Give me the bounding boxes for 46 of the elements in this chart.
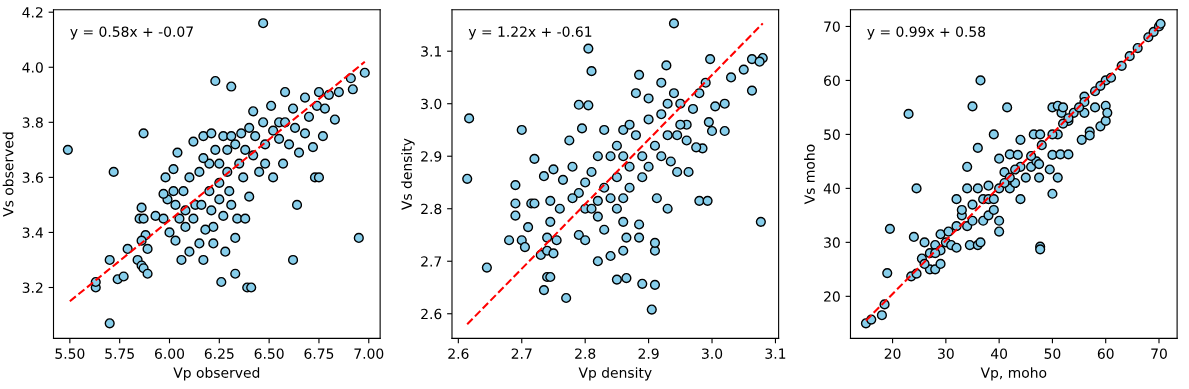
y-tick-label: 70 <box>824 21 840 32</box>
x-axis-title: Vp observed <box>173 367 260 381</box>
y-tick-label: 3.8 <box>22 117 43 128</box>
annotation: y = 0.99x + 0.58 <box>867 26 986 40</box>
x-tick-label: 3.1 <box>765 348 786 359</box>
y-tick-label: 60 <box>824 75 840 86</box>
y-tick-label: 3.6 <box>22 172 43 183</box>
y-tick-label: 4.2 <box>22 7 43 18</box>
x-axis-title: Vp, moho <box>980 367 1047 381</box>
annotation: y = 0.58x + -0.07 <box>70 26 193 40</box>
x-tick-label: 5.75 <box>105 348 134 359</box>
y-tick-label: 2.7 <box>421 256 442 267</box>
x-tick-label: 6.75 <box>304 348 334 359</box>
x-tick-label: 7.00 <box>354 348 384 359</box>
x-tick-label: 6.25 <box>204 348 234 359</box>
y-axis-title: Vs moho <box>804 144 815 205</box>
x-tick-label: 50 <box>1044 348 1061 359</box>
x-tick-label: 30 <box>938 348 954 359</box>
y-tick-label: 20 <box>824 291 840 302</box>
y-axis-title: Vs observed <box>2 132 14 217</box>
x-tick-label: 40 <box>990 348 1008 359</box>
y-tick-label: 2.6 <box>421 308 442 320</box>
x-tick-label: 60 <box>1097 348 1114 359</box>
y-axis-title: Vs density <box>401 138 415 211</box>
x-tick-label: 2.9 <box>638 348 659 359</box>
y-tick-label: 2.9 <box>421 151 442 162</box>
y-tick-label: 30 <box>824 237 840 248</box>
x-tick-label: 5.50 <box>55 348 85 359</box>
x-tick-label: 20 <box>884 348 901 359</box>
y-tick-label: 50 <box>824 129 840 140</box>
x-tick-label: 2.7 <box>511 348 532 359</box>
x-axis-title: Vp density <box>578 367 652 381</box>
x-tick-label: 3.0 <box>702 348 723 359</box>
y-tick-label: 40 <box>823 183 840 194</box>
x-tick-label: 6.50 <box>254 348 284 359</box>
x-tick-label: 6.00 <box>155 348 185 359</box>
annotation: y = 1.22x + -0.61 <box>468 26 592 40</box>
x-tick-label: 2.6 <box>448 348 469 359</box>
x-tick-label: 70 <box>1151 348 1167 359</box>
y-tick-label: 2.8 <box>421 203 442 215</box>
y-tick-label: 3.1 <box>421 46 441 57</box>
x-tick-label: 2.8 <box>575 348 596 359</box>
y-tick-label: 3.0 <box>421 98 442 110</box>
y-tick-label: 3.4 <box>22 227 43 238</box>
y-tick-label: 4.0 <box>22 62 43 73</box>
y-tick-label: 3.2 <box>22 282 43 293</box>
